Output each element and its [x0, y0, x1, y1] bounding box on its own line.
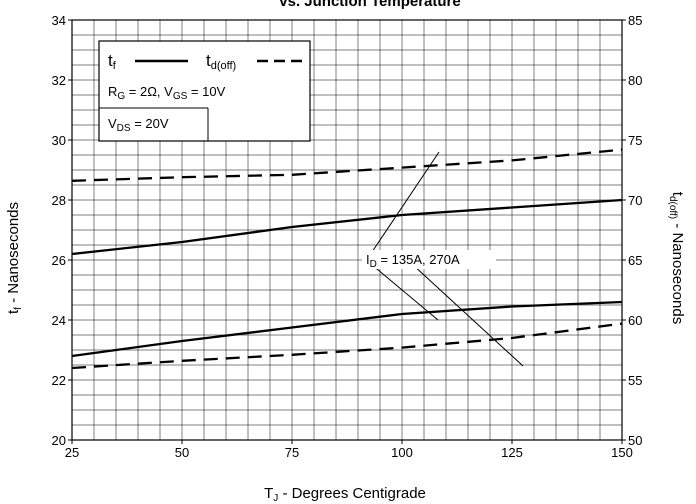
- y-left-tick-label: 28: [52, 193, 66, 208]
- legend: tf td(off) RG = 2Ω, VGS = 10V VDS = 20V: [98, 40, 311, 142]
- series-line-td-off-3: [71, 322, 623, 370]
- y-axis-label-left: tf - Nanoseconds: [5, 202, 24, 314]
- legend-tf-label: tf: [108, 51, 117, 72]
- y-left-tick-label: 20: [52, 433, 66, 448]
- annotation-id: ID = 135A, 270A: [366, 252, 460, 270]
- y-right-tick-label: 65: [628, 253, 642, 268]
- y-right-tick-label: 70: [628, 193, 642, 208]
- x-tick-label: 50: [175, 445, 189, 460]
- series-line-td-off-1: [71, 148, 623, 182]
- series-line-tf-0: [71, 198, 623, 256]
- y-axis-label-right: td(off) - Nanoseconds: [667, 192, 686, 324]
- annotation: ID = 135A, 270A: [362, 151, 524, 367]
- y-left-tick-label: 22: [52, 373, 66, 388]
- y-right-tick-label: 50: [628, 433, 642, 448]
- series-line-tf-2: [71, 300, 623, 358]
- y-left-tick-label: 32: [52, 73, 66, 88]
- y-right-tick-label: 60: [628, 313, 642, 328]
- x-tick-label: 25: [65, 445, 79, 460]
- y-left-tick-label: 30: [52, 133, 66, 148]
- y-right-tick-label: 80: [628, 73, 642, 88]
- x-axis-label: TJ - Degrees Centigrade: [264, 485, 426, 504]
- annotation-leader: [371, 151, 440, 253]
- y-right-tick-label: 55: [628, 373, 642, 388]
- y-left-tick-label: 26: [52, 253, 66, 268]
- x-tick-label: 125: [501, 445, 523, 460]
- x-tick-label: 150: [611, 445, 633, 460]
- plot-frame: [71, 19, 623, 441]
- series-lines: [71, 148, 623, 370]
- ticks: 25 50 75 100 125 150 20 22 24 26 28 30 32 34 50 55 60 65 7…: [52, 13, 643, 460]
- chart-title: vs. Junction Temperature: [279, 0, 460, 10]
- y-right-tick-label: 75: [628, 133, 642, 148]
- y-right-tick-label: 85: [628, 13, 642, 28]
- y-left-tick-label: 24: [52, 313, 66, 328]
- x-tick-label: 100: [391, 445, 413, 460]
- annotation-leader: [411, 263, 524, 367]
- y-left-tick-label: 34: [52, 13, 66, 28]
- annotation-leader: [370, 263, 439, 321]
- x-tick-label: 75: [285, 445, 299, 460]
- legend-condition-rg-vgs: RG = 2Ω, VGS = 10V: [108, 84, 226, 102]
